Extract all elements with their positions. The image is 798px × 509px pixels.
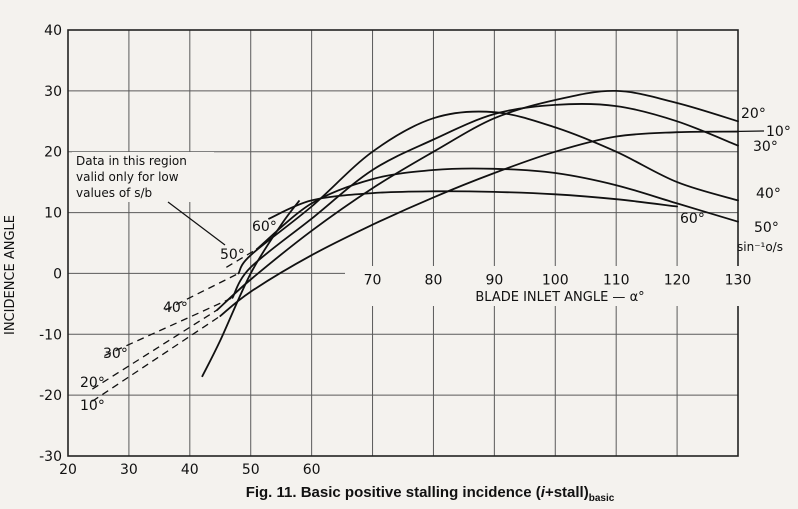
series-label-left-40: 40° [163,300,188,316]
x-tick-label-inner: 120 [664,273,691,289]
series-extrapolation-40 [165,272,239,311]
y-tick-label: 40 [44,23,62,39]
x-tick-label: 30 [120,462,138,478]
caption-subscript: basic [589,493,615,504]
note-backing [72,152,214,202]
y-tick-label: -20 [39,388,62,404]
y-tick-label: -30 [39,449,62,465]
y-tick-label: 30 [44,84,62,100]
series-line-40 [237,110,739,275]
x-tick-label-inner: 130 [725,273,752,289]
caption-rest: +stall) [545,484,589,501]
x-tick-label-inner: 110 [603,273,630,289]
label-leader-10 [725,130,765,133]
series-label-left-10: 10° [80,398,105,414]
x-tick-label: 60 [303,462,321,478]
series-label-right-60: 60° [680,211,705,227]
labels: -30 -20 -10 0 10 20 30 40 20 30 40 50 60 70 80 90 100 110… [39,23,791,478]
x-tick-label-inner: 70 [364,273,382,289]
series-label-left-50: 50° [220,247,245,263]
inner-axis-backing [345,266,745,306]
x-tick-label-inner: 90 [485,273,503,289]
caption-symbol: i [541,484,546,501]
x-tick-label: 20 [59,462,77,478]
series-line-30 [231,103,739,299]
validity-boundary-line [201,199,301,378]
x-axis-label: BLADE INLET ANGLE — α° [475,290,644,305]
region-note-leader [167,201,226,246]
series-label-right-50: 50° [754,220,779,236]
x-tick-label: 50 [242,462,260,478]
region-note-line-1: Data in this region [76,154,187,168]
series-label-left-30: 30° [103,346,128,362]
x-tick-label-inner: 80 [425,273,443,289]
series-extrapolation-50 [226,248,258,268]
series-label-right-20: 20° [741,106,766,122]
series-extrapolation-10 [92,315,221,402]
series-label-right-30: 30° [753,139,778,155]
plot-frame [67,29,739,457]
series-label-right-40: 40° [756,186,781,202]
region-note-line-3: values of s/b [76,186,152,200]
series-line-10 [219,130,739,317]
series-line-50 [255,167,739,250]
curves [92,89,765,402]
label-background [72,152,745,306]
series-label-left-60: 60° [252,219,277,235]
region-note-line-2: valid only for low [76,170,179,184]
param-label: sin⁻¹o/s [737,240,783,254]
series-line-20 [216,89,739,311]
figure-caption: Fig. 11. Basic positive stalling inciden… [246,484,615,504]
y-tick-label: 10 [44,206,62,222]
y-tick-label: -10 [39,327,62,343]
region-note: Data in this region valid only for low v… [76,154,191,200]
series-extrapolation-20 [92,309,218,390]
y-tick-label: 0 [53,266,62,282]
y-axis-label: INCIDENCE ANGLE [3,215,18,335]
x-tick-label-inner: 100 [542,273,569,289]
series-line-60 [268,190,678,220]
x-tick-label: 40 [181,462,199,478]
series-label-right-10: 10° [766,124,791,140]
y-tick-label: 20 [44,145,62,161]
caption-main: Fig. 11. Basic positive stalling inciden… [246,484,541,501]
series-label-left-20: 20° [80,375,105,391]
